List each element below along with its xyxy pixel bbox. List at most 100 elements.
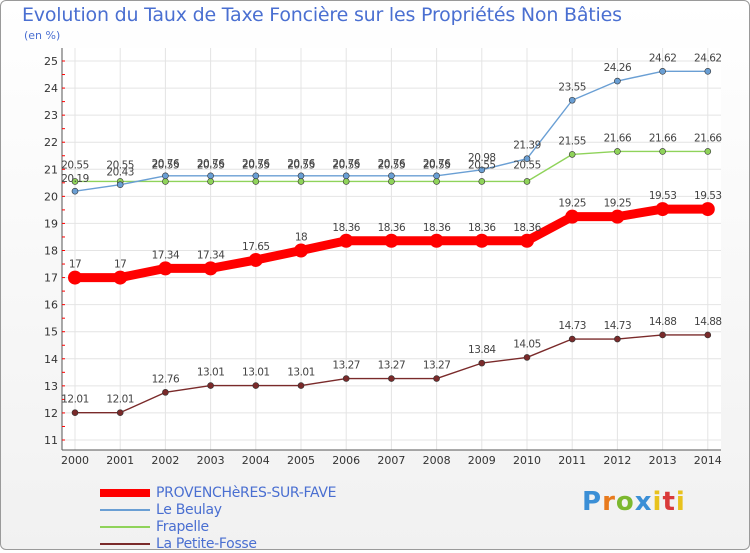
data-point [659, 148, 666, 155]
data-label: 17 [69, 259, 81, 271]
x-tick-label: 2010 [513, 454, 541, 467]
data-label: 20.55 [287, 159, 315, 171]
data-label: 20.55 [61, 159, 89, 171]
data-point [297, 178, 305, 185]
y-tick-label: 24 [44, 82, 58, 95]
data-label: 18 [295, 232, 307, 244]
data-label: 20.55 [423, 159, 451, 171]
data-point [614, 148, 621, 155]
y-tick-label: 17 [44, 272, 58, 285]
data-point [568, 151, 576, 158]
data-label: 20.76 [378, 158, 406, 170]
data-point [478, 359, 486, 367]
data-point [71, 187, 79, 195]
legend-swatch-la-petite-fosse [100, 543, 150, 545]
data-label: 21.66 [604, 132, 632, 144]
y-tick-label: 23 [44, 109, 58, 122]
data-point [659, 67, 666, 75]
y-tick-label: 15 [44, 326, 58, 339]
data-point [342, 178, 350, 185]
data-label: 20.55 [378, 159, 406, 171]
data-point [116, 409, 124, 416]
data-label: 17.65 [242, 241, 270, 253]
data-label: 24.62 [694, 52, 722, 64]
data-point [68, 270, 82, 285]
data-point [388, 172, 395, 180]
data-label: 20.55 [197, 159, 225, 171]
data-label: 14.88 [649, 316, 677, 328]
data-label: 20.55 [242, 159, 270, 171]
data-point [252, 172, 260, 180]
data-point [433, 375, 440, 382]
x-tick-label: 2005 [287, 454, 315, 467]
data-label: 13.27 [378, 360, 406, 372]
data-label: 12.01 [61, 394, 89, 406]
data-point [252, 382, 260, 389]
data-point [429, 233, 444, 248]
x-tick-label: 2009 [468, 454, 496, 467]
data-label: 20.76 [423, 158, 451, 170]
data-point [342, 375, 350, 382]
data-point [203, 261, 218, 276]
legend-swatch-le-beulay [100, 509, 150, 511]
logo-letter: r [602, 487, 616, 517]
data-label: 18.36 [378, 222, 406, 234]
data-point [71, 409, 79, 416]
data-label: 14.73 [558, 320, 586, 332]
data-label: 13.01 [242, 367, 270, 379]
y-axis-unit: (en %) [24, 29, 61, 42]
data-point [655, 202, 670, 217]
data-label: 20.55 [468, 159, 496, 171]
logo-letter: i [652, 487, 663, 517]
data-point [523, 155, 531, 163]
data-label: 24.62 [649, 52, 677, 64]
data-label: 21.55 [558, 135, 586, 147]
data-label: 20.76 [242, 158, 270, 170]
data-label: 19.53 [694, 190, 722, 202]
data-point [207, 178, 214, 185]
data-label: 21.39 [513, 140, 541, 152]
y-tick-label: 25 [44, 55, 58, 68]
data-point [523, 354, 531, 361]
legend-swatch-provencheres [100, 489, 150, 497]
data-point [523, 178, 531, 185]
proxiti-logo: Proxiti [582, 487, 686, 517]
data-label: 20.98 [468, 152, 496, 164]
legend-label: Frapelle [156, 519, 209, 535]
data-label: 13.01 [287, 367, 315, 379]
y-tick-label: 21 [44, 163, 58, 176]
y-tick-label: 18 [44, 245, 58, 258]
data-label: 24.26 [604, 62, 632, 74]
data-point [252, 178, 260, 185]
data-label: 20.43 [106, 167, 134, 179]
y-tick-label: 13 [44, 380, 58, 393]
x-tick-label: 2002 [151, 454, 179, 467]
y-tick-label: 12 [44, 407, 58, 420]
data-point [704, 331, 712, 339]
data-point [294, 243, 308, 258]
data-label: 13.27 [423, 360, 451, 372]
data-point [297, 172, 305, 180]
data-label: 19.25 [558, 198, 586, 210]
x-tick-label: 2001 [106, 454, 134, 467]
data-label: 23.55 [558, 81, 586, 93]
x-tick-label: 2003 [197, 454, 225, 467]
data-point [342, 172, 350, 180]
data-label: 17.34 [152, 249, 180, 261]
data-label: 20.55 [152, 159, 180, 171]
logo-letter: P [582, 487, 603, 517]
x-tick-label: 2004 [242, 454, 270, 467]
data-label: 13.27 [332, 360, 360, 372]
data-label: 21.66 [694, 132, 722, 144]
data-label: 21.66 [649, 132, 677, 144]
logo-letter: t [662, 487, 676, 517]
data-label: 18.36 [468, 222, 496, 234]
data-label: 20.55 [106, 159, 134, 171]
data-point [565, 209, 580, 224]
data-label: 20.76 [152, 158, 180, 170]
y-tick-label: 14 [44, 353, 58, 366]
data-point [704, 67, 712, 75]
data-point [162, 389, 169, 396]
data-point [474, 233, 489, 248]
